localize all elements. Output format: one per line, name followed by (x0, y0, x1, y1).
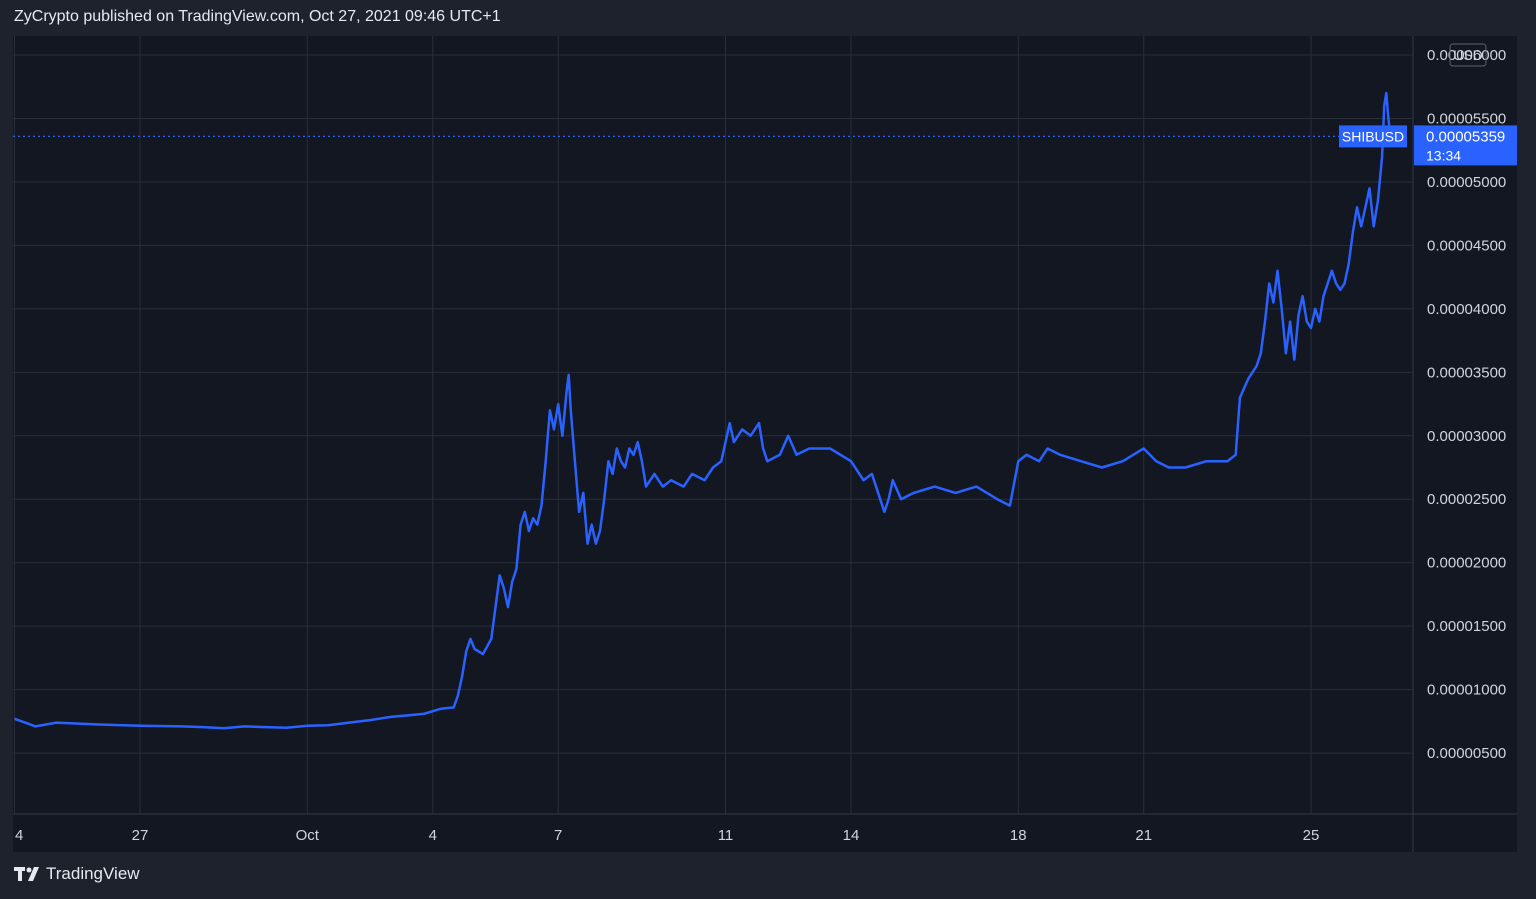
tradingview-logo-icon (14, 867, 39, 881)
currency-label: USD (1453, 47, 1483, 63)
last-price-tag (1414, 125, 1517, 166)
tradingview-footer[interactable]: TradingView (14, 864, 140, 884)
chart-area[interactable]: 0.00000500 0.00001000 0.00001500 0.00002000… (13, 36, 1517, 852)
y-tick-label: 0.00001500 (1427, 618, 1506, 635)
x-tick-label: 14 (843, 827, 860, 844)
publish-info: ZyCrypto published on TradingView.com, O… (14, 8, 501, 25)
symbol-label: SHIBUSD (1342, 128, 1404, 144)
price-line (14, 91, 1392, 730)
x-tick-label: 11 (718, 827, 734, 844)
countdown-timer: 13:34 (1426, 147, 1461, 163)
y-tick-label: 0.00005000 (1427, 174, 1506, 191)
y-tick-label: 0.00004500 (1427, 237, 1506, 254)
last-price-value: 0.00005359 (1426, 128, 1505, 145)
y-tick-label: 0.00003500 (1427, 364, 1506, 381)
brand-name: TradingView (46, 864, 140, 883)
symbol-tag (1339, 125, 1407, 148)
x-tick-label: Oct (296, 827, 320, 844)
x-tick-label: 4 (15, 827, 23, 844)
y-tick-label: 0.00000500 (1427, 745, 1506, 762)
price-chart[interactable]: 0.00000500 0.00001000 0.00001500 0.00002000… (13, 36, 1517, 852)
y-tick-label: 0.00005500 (1427, 110, 1506, 127)
y-tick-label: 0.00002500 (1427, 491, 1506, 508)
x-tick-label: 7 (554, 827, 562, 844)
y-tick-label: 0.00002000 (1427, 555, 1506, 572)
x-tick-label: 25 (1303, 827, 1320, 844)
y-tick-label: 0.00001000 (1427, 682, 1506, 699)
currency-badge (1449, 43, 1487, 67)
y-tick-label: 0.00004000 (1427, 301, 1506, 318)
x-tick-label: 21 (1135, 827, 1152, 844)
y-tick-label: 0.00003000 (1427, 428, 1506, 445)
x-tick-label: 18 (1010, 827, 1027, 844)
x-tick-label: 27 (132, 827, 149, 844)
x-tick-label: 4 (429, 827, 437, 844)
